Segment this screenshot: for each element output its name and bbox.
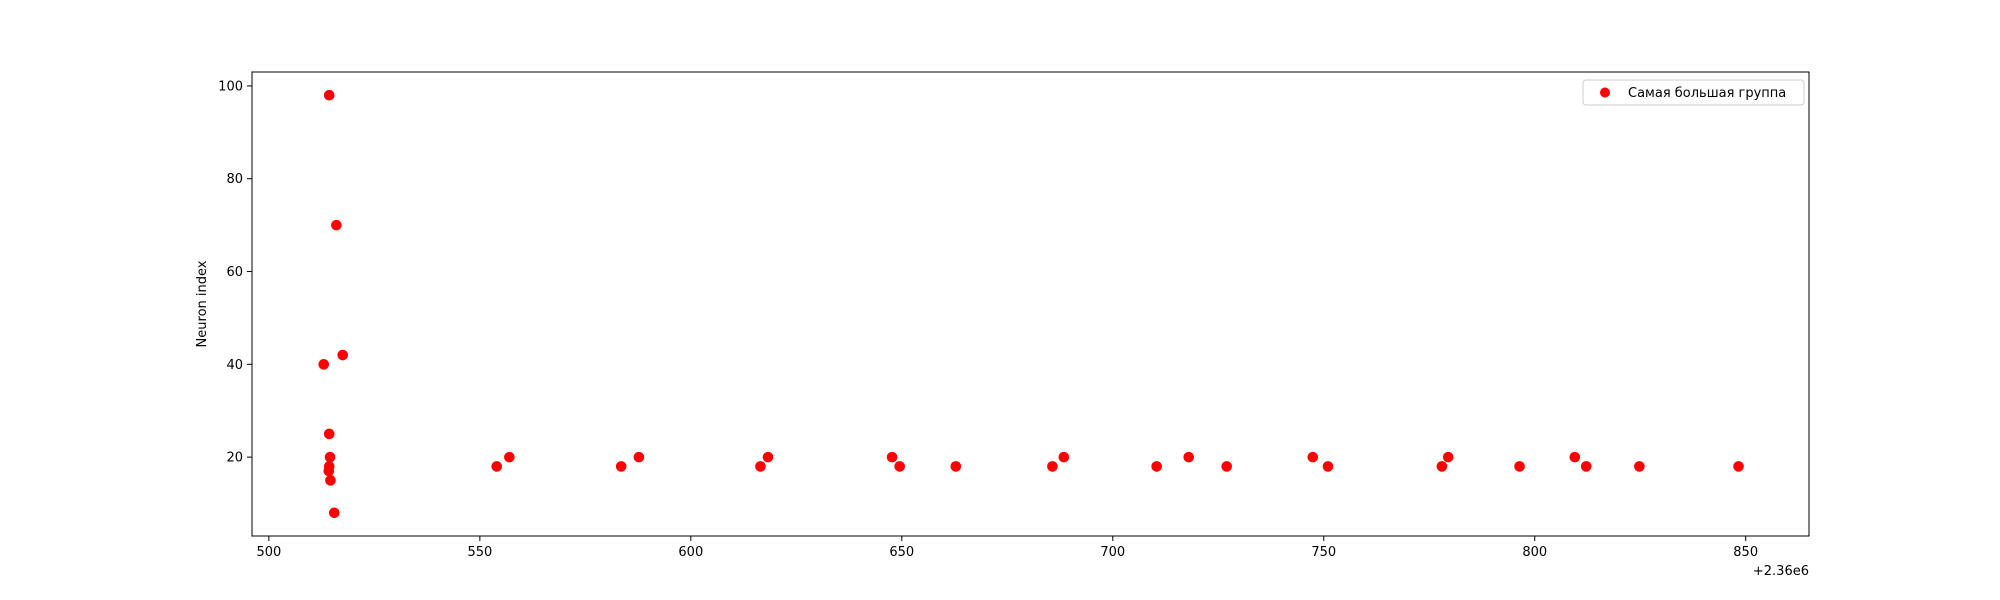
x-tick-label: 800 bbox=[1522, 545, 1547, 560]
data-point bbox=[1183, 451, 1195, 463]
y-axis-label: Neuron index bbox=[195, 260, 210, 347]
data-point bbox=[1322, 461, 1334, 472]
data-point bbox=[323, 465, 335, 477]
x-tick-label: 650 bbox=[889, 545, 914, 560]
data-point bbox=[1733, 461, 1744, 472]
legend-label: Самая большая группа bbox=[1628, 86, 1786, 101]
y-axis: 20 40 60 80 100 bbox=[218, 79, 252, 466]
x-tick-label: 850 bbox=[1733, 545, 1758, 560]
x-tick-label: 600 bbox=[678, 545, 703, 560]
data-point bbox=[894, 461, 905, 472]
y-tick-label: 80 bbox=[226, 172, 243, 187]
data-point bbox=[1221, 461, 1233, 472]
data-point bbox=[323, 89, 335, 101]
x-tick-label: 700 bbox=[1100, 545, 1125, 560]
x-tick-label: 550 bbox=[467, 545, 492, 560]
y-tick-label: 100 bbox=[218, 79, 243, 94]
data-point bbox=[1151, 461, 1162, 472]
legend-marker bbox=[1600, 87, 1610, 98]
data-point bbox=[615, 461, 627, 472]
data-point bbox=[1307, 451, 1319, 463]
data-point bbox=[337, 349, 349, 361]
data-point bbox=[325, 475, 336, 486]
data-point bbox=[1634, 461, 1645, 472]
x-tick-label: 500 bbox=[256, 545, 281, 560]
data-point bbox=[318, 359, 330, 370]
y-tick-label: 60 bbox=[226, 265, 243, 280]
legend: Самая большая группа bbox=[1582, 79, 1805, 106]
data-point bbox=[1058, 451, 1070, 463]
plot-frame bbox=[251, 71, 1810, 537]
data-point bbox=[1569, 451, 1581, 463]
data-point bbox=[1580, 461, 1592, 472]
data-points bbox=[318, 89, 1744, 519]
data-point bbox=[950, 461, 962, 472]
data-point bbox=[504, 451, 515, 463]
data-point bbox=[633, 451, 645, 463]
data-point bbox=[755, 461, 766, 472]
data-point bbox=[328, 507, 340, 519]
data-point bbox=[331, 219, 342, 231]
data-point bbox=[491, 461, 503, 472]
data-point bbox=[762, 451, 774, 463]
data-point bbox=[324, 451, 336, 463]
x-axis-offset-label: +2.36e6 bbox=[1753, 564, 1809, 579]
y-tick-label: 40 bbox=[226, 358, 243, 373]
x-axis: 500 550 600 650 700 750 800 850 bbox=[256, 536, 1758, 560]
data-point bbox=[886, 451, 898, 463]
legend-box bbox=[1582, 79, 1805, 106]
data-point bbox=[1047, 461, 1058, 472]
data-point bbox=[1436, 461, 1448, 472]
x-tick-label: 750 bbox=[1311, 545, 1336, 560]
y-tick-label: 20 bbox=[226, 451, 243, 466]
data-point bbox=[1514, 461, 1525, 472]
data-point bbox=[323, 428, 335, 440]
data-point bbox=[1442, 451, 1454, 463]
